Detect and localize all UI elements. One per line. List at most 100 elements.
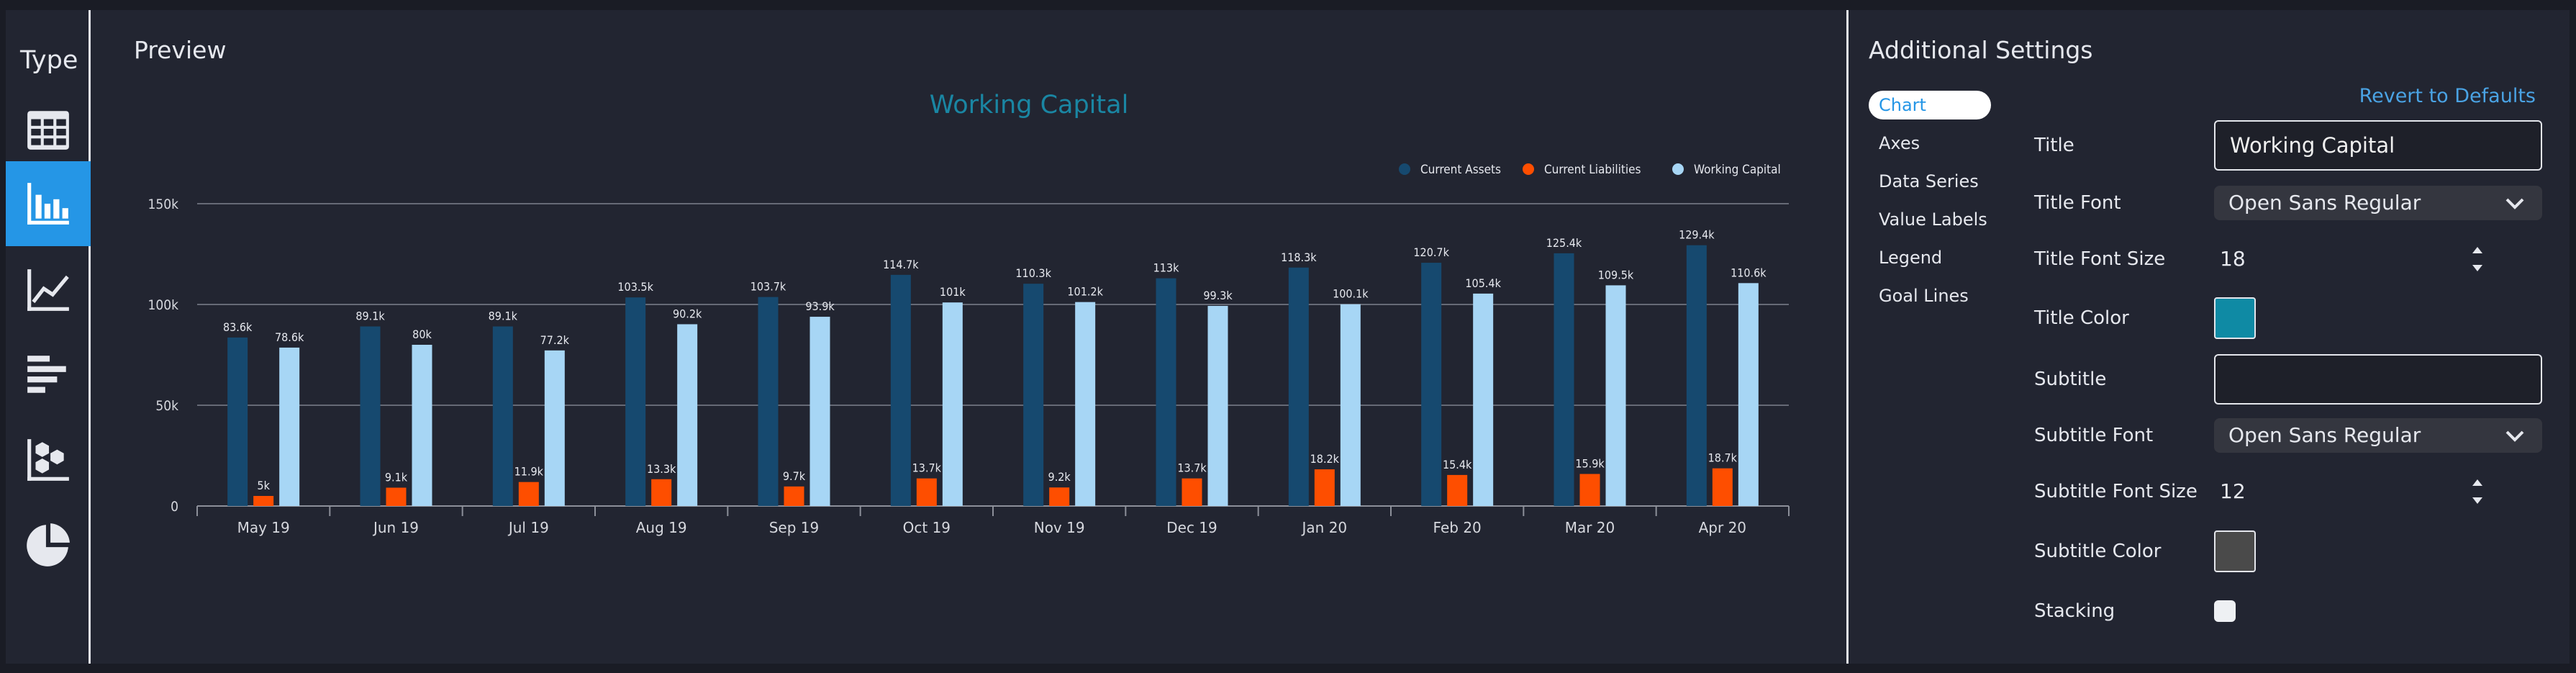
bar-working-capital	[1075, 302, 1096, 506]
data-label: 114.7k	[883, 258, 919, 271]
settings-nav-data-series[interactable]: Data Series	[1879, 171, 1979, 191]
bar-chart: Working Capital 0 50k 100k 150k May 19 83.6k 5k…	[148, 91, 1790, 536]
data-label: 120.7k	[1413, 245, 1449, 259]
subtitle-font-size-stepper[interactable]: 12	[2214, 472, 2542, 511]
data-label: 9.2k	[1048, 470, 1071, 484]
spinner-arrows-icon[interactable]	[2470, 475, 2485, 508]
bar-current-liabilities	[1182, 478, 1202, 506]
data-label: 9.1k	[385, 471, 408, 484]
subtitle-font-size-value: 12	[2220, 479, 2246, 503]
type-pie-button[interactable]	[6, 502, 91, 587]
y-tick-label: 150k	[148, 197, 178, 212]
chevron-down-icon	[2505, 198, 2524, 209]
data-label: 110.3k	[1015, 266, 1051, 280]
settings-nav-axes[interactable]: Axes	[1879, 133, 1920, 153]
data-label: 15.9k	[1575, 456, 1605, 470]
x-tick-label: Jul 19	[507, 519, 549, 536]
data-label: 110.6k	[1731, 266, 1767, 279]
data-label: 90.2k	[673, 307, 702, 320]
type-table-button[interactable]	[6, 88, 91, 173]
x-tick-label: Jan 20	[1301, 519, 1348, 536]
title-font-select[interactable]: Open Sans Regular	[2214, 186, 2542, 220]
spinner-arrows-icon[interactable]	[2470, 243, 2485, 276]
bar-current-assets	[1686, 245, 1707, 506]
subtitle-font-select[interactable]: Open Sans Regular	[2214, 418, 2542, 453]
type-scatter-button[interactable]	[6, 417, 91, 502]
legend-marker	[1672, 163, 1684, 175]
stacking-row: Stacking	[2034, 586, 2545, 636]
title-font-size-row: Title Font Size 18	[2034, 234, 2545, 284]
subtitle-font-size-row: Subtitle Font Size 12	[2034, 466, 2545, 517]
scatter-chart-icon	[27, 439, 69, 481]
data-label: 129.4k	[1679, 228, 1715, 242]
settings-nav-legend[interactable]: Legend	[1879, 248, 1943, 268]
legend-item: Current Assets	[1420, 163, 1501, 177]
x-tick-label: Nov 19	[1034, 519, 1085, 536]
bar-working-capital	[1605, 285, 1626, 506]
type-line-button[interactable]	[6, 248, 91, 333]
data-label: 103.7k	[750, 280, 786, 294]
title-font-value: Open Sans Regular	[2228, 191, 2421, 214]
bar-current-liabilities	[253, 496, 274, 506]
bar-current-liabilities	[1712, 468, 1733, 506]
settings-nav-value-labels[interactable]: Value Labels	[1879, 209, 1987, 230]
data-label: 89.1k	[489, 310, 518, 323]
y-tick-label: 0	[171, 499, 178, 515]
app-frame	[6, 10, 2570, 664]
revert-to-defaults-link[interactable]: Revert to Defaults	[2359, 85, 2536, 107]
bar-current-liabilities	[1579, 474, 1600, 506]
bar-current-liabilities	[916, 478, 937, 506]
data-label: 105.4k	[1465, 276, 1501, 290]
title-color-label: Title Color	[2034, 307, 2129, 329]
type-horizontal-bar-button[interactable]	[6, 333, 91, 417]
bar-current-assets	[360, 326, 381, 506]
stacking-checkbox[interactable]	[2214, 600, 2236, 622]
bar-working-capital	[1473, 293, 1494, 506]
subtitle-color-control	[2214, 530, 2542, 572]
bar-current-liabilities	[784, 486, 804, 506]
subtitle-font-label: Subtitle Font	[2034, 425, 2154, 446]
subtitle-color-row: Subtitle Color	[2034, 526, 2545, 577]
data-label: 100.1k	[1333, 287, 1369, 301]
data-label: 5k	[257, 479, 270, 492]
data-label: 113k	[1153, 261, 1179, 275]
subtitle-row: Subtitle	[2034, 354, 2545, 405]
bar-current-liabilities	[518, 482, 539, 506]
bar-working-capital	[677, 324, 698, 506]
settings-nav-goal-lines[interactable]: Goal Lines	[1879, 286, 1969, 306]
title-color-swatch[interactable]	[2214, 297, 2256, 339]
title-row: Title	[2034, 120, 2545, 171]
data-label: 118.3k	[1281, 250, 1317, 264]
data-label: 80k	[412, 328, 432, 341]
title-font-label: Title Font	[2034, 192, 2121, 214]
data-label: 89.1k	[355, 310, 385, 323]
data-label: 77.2k	[540, 333, 570, 347]
stacking-control	[2214, 600, 2542, 622]
subtitle-input[interactable]	[2214, 354, 2542, 405]
title-input[interactable]	[2214, 120, 2542, 171]
title-color-row: Title Color	[2034, 293, 2545, 343]
title-font-size-stepper[interactable]: 18	[2214, 240, 2542, 279]
bar-working-capital	[942, 302, 963, 506]
y-tick-label: 100k	[148, 297, 178, 313]
horizontal-bar-icon	[27, 356, 66, 393]
data-label: 99.3k	[1203, 289, 1233, 302]
bar-current-assets	[1023, 284, 1044, 506]
type-bar-button[interactable]	[6, 161, 91, 246]
subtitle-color-swatch[interactable]	[2214, 530, 2256, 572]
data-label: 18.7k	[1708, 451, 1738, 465]
bar-current-liabilities	[1447, 474, 1468, 506]
data-label: 101.2k	[1067, 285, 1103, 299]
bar-working-capital	[809, 317, 830, 506]
settings-title: Additional Settings	[1869, 36, 2093, 64]
bar-current-assets	[492, 326, 513, 506]
bar-current-assets	[625, 297, 646, 506]
data-label: 125.4k	[1546, 236, 1582, 250]
bar-current-liabilities	[651, 479, 672, 506]
bar-current-assets	[1554, 253, 1574, 506]
settings-nav-chart[interactable]: Chart	[1869, 91, 1991, 119]
x-tick-label: Aug 19	[636, 519, 687, 536]
bar-current-assets	[1288, 267, 1309, 506]
bar-current-assets	[227, 337, 248, 506]
data-label: 101k	[940, 285, 966, 299]
